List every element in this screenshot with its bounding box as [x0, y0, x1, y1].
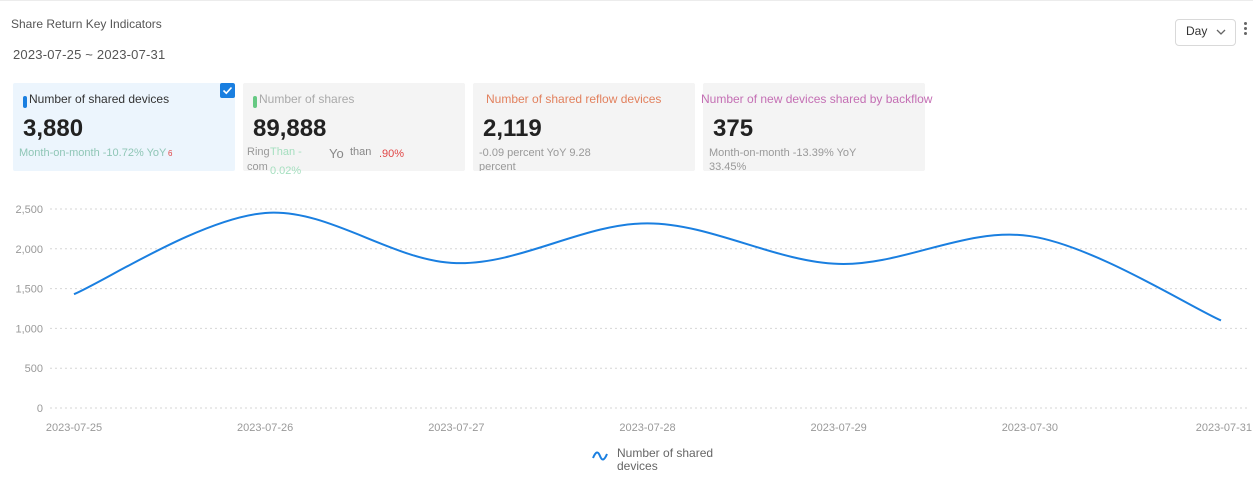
metric-card-shares[interactable]: Number of shares 89,888 Ring Than - Yo t…: [243, 83, 465, 171]
x-tick-label: 2023-07-26: [237, 422, 293, 434]
card-title: Number of shares: [259, 92, 355, 106]
legend-label: Number of shared devices: [617, 446, 714, 473]
x-tick-label: 2023-07-27: [428, 422, 484, 434]
y-tick-label: 1,000: [15, 323, 43, 335]
comparison-fragment: Ring: [247, 146, 270, 158]
card-title: Number of shared devices: [29, 92, 170, 106]
comparison-fragment: .90%: [379, 148, 405, 160]
card-value: 375: [713, 115, 754, 142]
period-select[interactable]: Day: [1175, 19, 1236, 46]
comparison-fragment: 0.02%: [270, 165, 302, 177]
y-tick-label: 1,500: [15, 284, 43, 296]
chevron-down-icon: [1216, 29, 1226, 35]
legend-item[interactable]: Number of shared devices: [590, 447, 750, 477]
series-line[interactable]: [73, 211, 1222, 322]
y-tick-label: 500: [25, 363, 43, 375]
card-accent-bar: [23, 96, 27, 108]
y-tick-label: 2,000: [15, 244, 43, 256]
x-tick-label: 2023-07-25: [46, 422, 102, 434]
y-tick-label: 0: [37, 403, 43, 415]
checkbox-checked-icon[interactable]: [220, 83, 235, 98]
comparison-fragment: than: [350, 146, 372, 158]
metric-card-shared-devices[interactable]: Number of shared devices 3,880 Month-on-…: [13, 83, 235, 171]
date-range: 2023-07-25 ~ 2023-07-31: [13, 47, 166, 62]
x-tick-label: 2023-07-30: [1002, 422, 1058, 434]
comparison-fragment: Than -: [270, 146, 302, 158]
metric-card-new-devices-backflow[interactable]: Number of new devices shared by backflow…: [701, 83, 932, 173]
metric-card-reflow-devices[interactable]: Number of shared reflow devices 2,119 -0…: [473, 83, 695, 171]
period-select-value: Day: [1186, 24, 1208, 38]
card-value: 3,880: [23, 115, 84, 142]
x-tick-label: 2023-07-31: [1196, 422, 1252, 434]
x-tick-label: 2023-07-29: [811, 422, 867, 434]
card-comparison-mark: 6: [168, 149, 173, 158]
card-comparison: -0.09 percent YoY 9.28 percent: [479, 147, 591, 171]
y-tick-label: 2,500: [15, 204, 43, 216]
comparison-fragment: Yo: [329, 146, 344, 161]
card-accent-bar: [253, 96, 257, 108]
card-comparison: Month-on-month -13.39% YoY 33.45%: [709, 147, 857, 173]
line-series-icon: [592, 451, 608, 461]
line-chart: 0 500 1,000 1,500 2,000 2,500 2023-07-25 2023-0…: [15, 204, 1252, 434]
card-comparison: Month-on-month -10.72% YoY: [19, 147, 167, 159]
comparison-fragment: com: [247, 161, 268, 171]
card-title: Number of shared reflow devices: [486, 92, 662, 106]
top-border: [0, 0, 1253, 1]
card-value: 89,888: [253, 115, 327, 142]
x-tick-label: 2023-07-28: [619, 422, 675, 434]
card-title: Number of new devices shared by backflow: [701, 92, 933, 106]
more-options-icon[interactable]: [1239, 22, 1251, 40]
card-value: 2,119: [483, 115, 542, 142]
panel-title: Share Return Key Indicators: [11, 17, 162, 31]
